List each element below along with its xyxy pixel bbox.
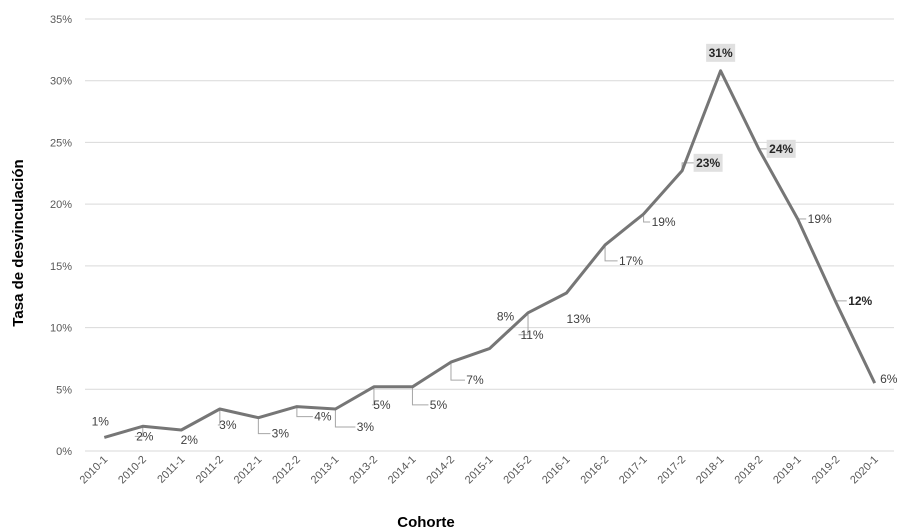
data-label: 4%: [314, 410, 332, 424]
x-axis-title: Cohorte: [397, 514, 455, 530]
data-label: 1%: [92, 414, 110, 428]
x-tick-label: 2020-1: [848, 454, 881, 487]
y-tick-label: 0%: [56, 446, 72, 458]
y-tick-label: 10%: [50, 323, 72, 335]
data-label: 31%: [709, 46, 733, 60]
data-label: 12%: [848, 294, 872, 308]
leader-line: [334, 409, 356, 428]
leader-line: [604, 244, 618, 262]
x-tick-label: 2016-2: [578, 454, 611, 487]
data-label: 6%: [880, 372, 898, 386]
data-labels: 1% 2% 2% 3% 3% 4% 3% 5% 5% 7% 8% 11% 13% 17% 19% 23% 31%…: [92, 43, 898, 447]
data-label: 23%: [696, 156, 720, 170]
data-label: 2%: [136, 429, 154, 443]
leader-line: [371, 386, 375, 406]
y-tick-label: 35%: [50, 14, 72, 26]
x-tick-label: 2014-2: [424, 454, 457, 487]
x-tick-label: 2016-1: [540, 454, 573, 487]
series-line-group: [103, 69, 877, 439]
data-label: 5%: [373, 398, 391, 412]
x-tick-label: 2019-1: [771, 454, 804, 487]
leader-line: [450, 362, 465, 381]
data-label: 2%: [181, 433, 199, 447]
data-label: 24%: [769, 142, 793, 156]
leader-line: [134, 426, 144, 437]
y-tick-label: 15%: [50, 261, 72, 273]
x-tick-label: 2014-1: [386, 454, 419, 487]
leader-line: [518, 312, 529, 336]
x-tick-label: 2010-2: [116, 454, 149, 487]
data-label: 3%: [357, 420, 375, 434]
series-line: [103, 69, 877, 439]
x-tick-label: 2015-2: [501, 454, 534, 487]
y-tick-label: 20%: [50, 199, 72, 211]
data-label: 3%: [272, 427, 290, 441]
leader-line: [217, 409, 221, 426]
x-tick-label: 2017-2: [656, 454, 689, 487]
leader-line: [643, 214, 651, 223]
label-leader-lines: [134, 148, 847, 437]
x-tick-label: 2012-1: [232, 454, 265, 487]
x-tick-label: 2018-2: [733, 454, 766, 487]
gridlines: [85, 18, 894, 452]
data-label: 19%: [652, 215, 676, 229]
data-label: 17%: [619, 254, 643, 268]
y-tick-label: 25%: [50, 137, 72, 149]
leader-line: [296, 406, 313, 418]
y-tick-label: 30%: [50, 76, 72, 88]
leader-line: [257, 417, 271, 435]
data-label-box: [766, 139, 796, 158]
data-label: 11%: [520, 328, 543, 342]
leader-line: [411, 386, 429, 406]
y-axis-title: Tasa de desvinculación: [10, 159, 27, 326]
x-tick-label: 2013-1: [309, 454, 342, 487]
y-tick-label: 5%: [56, 384, 72, 396]
data-label: 13%: [567, 312, 591, 326]
x-tick-label: 2013-2: [347, 454, 380, 487]
x-tick-label: 2011-1: [155, 454, 187, 486]
y-axis-ticks: 0% 5% 10% 15% 20% 25% 30% 35%: [50, 14, 72, 458]
data-label: 19%: [808, 212, 832, 226]
x-tick-label: 2010-1: [78, 454, 111, 487]
data-label: 5%: [430, 398, 448, 412]
x-tick-label: 2011-2: [194, 454, 226, 486]
x-tick-label: 2018-1: [694, 454, 727, 487]
x-tick-label: 2019-2: [810, 454, 843, 487]
x-tick-label: 2015-1: [463, 454, 496, 487]
leader-line: [835, 300, 847, 303]
data-label-box: [706, 43, 736, 62]
x-tick-label: 2017-1: [617, 454, 650, 487]
data-label: 7%: [466, 373, 484, 387]
data-label: 3%: [219, 418, 237, 432]
data-label-box: [693, 153, 723, 172]
data-label: 8%: [497, 310, 515, 324]
x-axis-ticks: 2010-1 2010-2 2011-1 2011-2 2012-1 2012-2 2013…: [78, 454, 881, 487]
x-tick-label: 2012-2: [270, 454, 303, 487]
